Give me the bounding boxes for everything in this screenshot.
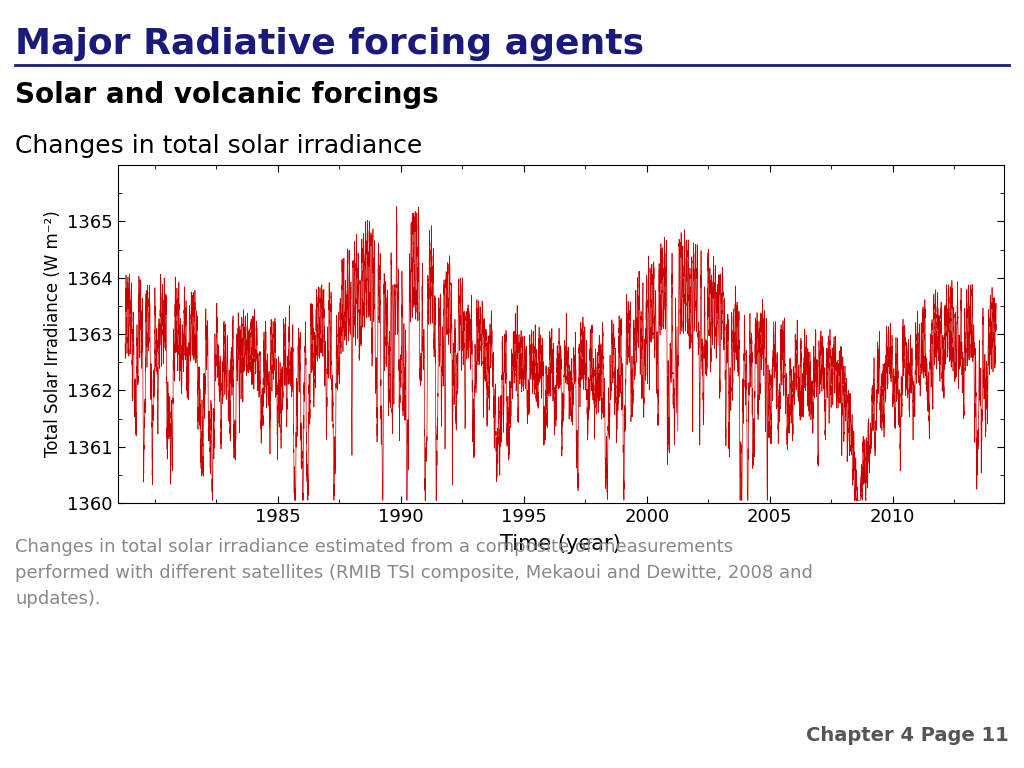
Text: Solar and volcanic forcings: Solar and volcanic forcings [15,81,439,108]
Text: Major Radiative forcing agents: Major Radiative forcing agents [15,27,644,61]
X-axis label: Time (year): Time (year) [501,535,621,554]
Text: Changes in total solar irradiance: Changes in total solar irradiance [15,134,423,158]
Y-axis label: Total Solar Irradiance (W m⁻²): Total Solar Irradiance (W m⁻²) [44,210,61,458]
Text: Changes in total solar irradiance estimated from a composite of measurements
per: Changes in total solar irradiance estima… [15,538,813,608]
Text: Chapter 4 Page 11: Chapter 4 Page 11 [806,726,1009,745]
